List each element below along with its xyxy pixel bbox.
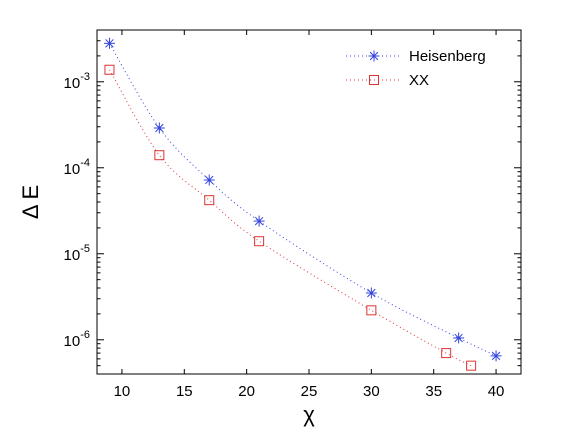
legend-marker (368, 50, 380, 62)
y-tick-label: 10-6 (64, 329, 90, 350)
x-tick-label: 10 (114, 383, 131, 400)
series-layer (103, 37, 502, 371)
data-point (453, 332, 465, 344)
x-tick-label: 20 (238, 383, 255, 400)
data-point (490, 350, 502, 362)
legend-label: XX (409, 72, 429, 89)
series-line (109, 69, 472, 367)
data-point (153, 122, 165, 134)
y-tick-label: 10-5 (64, 243, 90, 264)
x-tick-label: 15 (176, 383, 193, 400)
data-point (366, 305, 377, 316)
ticks-layer: 10 15 20 25 30 35 40 10-3 10-4 10-5 10-6 (64, 30, 521, 400)
y-axis-title: Δ E (18, 185, 43, 219)
y-tick-label: 10-3 (64, 71, 90, 92)
data-point (253, 215, 265, 227)
legend: Heisenberg XX (346, 48, 486, 89)
series-xx (104, 64, 477, 371)
plot-frame (96, 29, 522, 375)
x-axis-title: χ (303, 402, 315, 427)
data-point (254, 236, 265, 247)
data-point (203, 174, 215, 186)
legend-item-heisenberg: Heisenberg (346, 48, 486, 65)
data-point (441, 348, 452, 359)
data-point (365, 287, 377, 299)
legend-item-xx: XX (346, 72, 429, 89)
x-tick-label: 35 (425, 383, 442, 400)
x-tick-label: 30 (363, 383, 380, 400)
x-tick-label: 40 (488, 383, 505, 400)
data-point (103, 37, 115, 49)
data-point (104, 64, 115, 75)
series-heisenberg (103, 37, 502, 362)
y-tick-label: 10-4 (64, 157, 90, 178)
data-point (204, 195, 215, 206)
legend-marker (369, 75, 379, 85)
data-point (466, 360, 477, 371)
data-point (154, 150, 165, 161)
x-tick-label: 25 (301, 383, 318, 400)
series-line (109, 43, 497, 357)
legend-label: Heisenberg (409, 48, 486, 65)
